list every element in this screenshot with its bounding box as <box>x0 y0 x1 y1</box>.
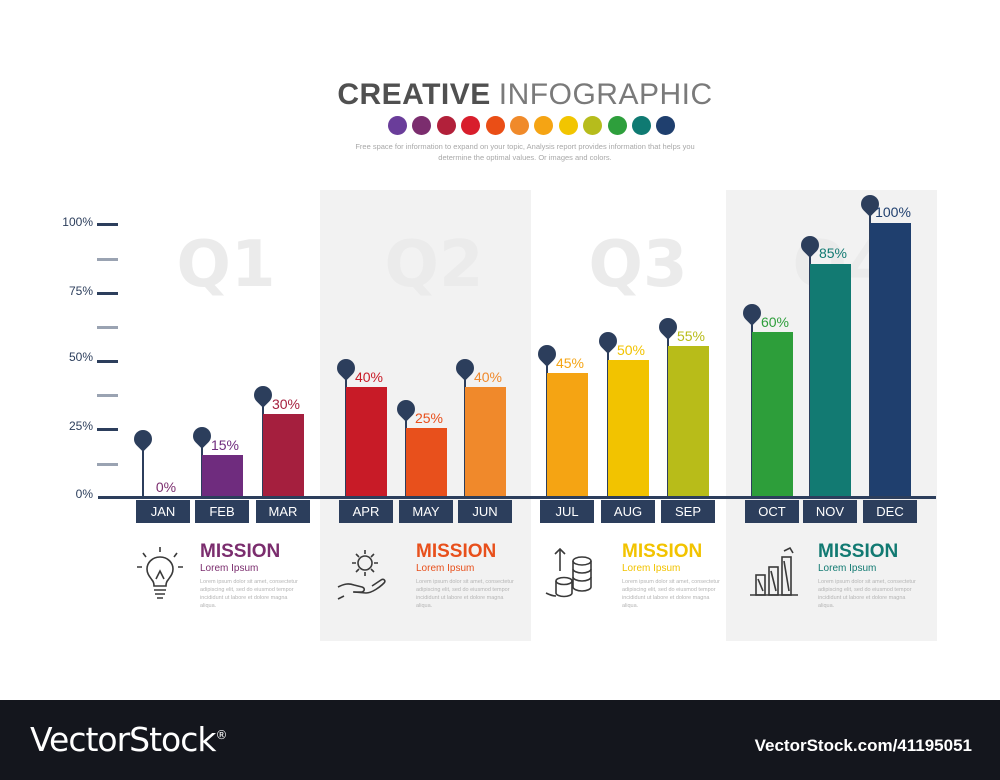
value-label-oct: 60% <box>750 314 800 330</box>
value-label-feb: 15% <box>200 437 250 453</box>
value-label-jan: 0% <box>141 479 191 495</box>
bar-mar <box>263 414 304 496</box>
y-tick-minor <box>97 326 118 329</box>
footer-bar: VectorStock® VectorStock.com/41195051 <box>0 700 1000 780</box>
bar-feb <box>202 455 243 496</box>
title-bold-part: CREATIVE <box>337 78 490 111</box>
title-light-part: INFOGRAPHIC <box>499 78 713 111</box>
coins-growth-icon <box>542 543 602 603</box>
month-label-may: MAY <box>399 500 453 523</box>
bar-may <box>406 428 447 496</box>
mission-subtitle-3: Lorem Ipsum <box>622 563 680 574</box>
color-dot-row <box>388 116 675 135</box>
bar-apr <box>346 387 387 496</box>
value-label-jun: 40% <box>463 369 513 385</box>
bar-sep <box>668 346 709 496</box>
y-tick-label-75: 75% <box>33 284 93 298</box>
month-label-oct: OCT <box>745 500 799 523</box>
value-label-apr: 40% <box>344 369 394 385</box>
y-tick-label-50: 50% <box>33 350 93 364</box>
mission-description-2: Lorem ipsum dolor sit amet, consectetur … <box>416 578 516 610</box>
bar-jul <box>547 373 588 496</box>
month-label-jan: JAN <box>136 500 190 523</box>
color-dot-1 <box>388 116 407 135</box>
value-label-may: 25% <box>404 410 454 426</box>
y-tick-minor <box>97 394 118 397</box>
quarter-label-q3: Q3 <box>578 228 698 302</box>
value-label-sep: 55% <box>666 328 716 344</box>
quarter-label-q1: Q1 <box>166 228 286 302</box>
y-tick-label-100: 100% <box>33 215 93 229</box>
y-tick-label-0: 0% <box>33 487 93 501</box>
mission-description-3: Lorem ipsum dolor sit amet, consectetur … <box>622 578 722 610</box>
y-tick-major-25 <box>97 428 118 431</box>
month-label-apr: APR <box>339 500 393 523</box>
color-dot-11 <box>632 116 651 135</box>
month-label-sep: SEP <box>661 500 715 523</box>
bar-pin-jan <box>130 426 155 451</box>
month-label-mar: MAR <box>256 500 310 523</box>
month-label-feb: FEB <box>195 500 249 523</box>
month-label-aug: AUG <box>601 500 655 523</box>
mission-subtitle-4: Lorem Ipsum <box>818 563 876 574</box>
color-dot-7 <box>534 116 553 135</box>
y-tick-label-25: 25% <box>33 419 93 433</box>
value-label-aug: 50% <box>606 342 656 358</box>
gear-hand-icon <box>332 543 392 603</box>
brand-registered-mark: ® <box>216 728 227 742</box>
value-label-mar: 30% <box>261 396 311 412</box>
color-dot-5 <box>486 116 505 135</box>
brand-name: VectorStock <box>30 720 216 759</box>
subtitle-text: Free space for information to expand on … <box>320 141 730 163</box>
subtitle-line-1: Free space for information to expand on … <box>320 141 730 152</box>
bar-oct <box>752 332 793 496</box>
mission-title-1: MISSION <box>200 541 280 563</box>
bar-dec <box>870 223 911 496</box>
color-dot-12 <box>656 116 675 135</box>
color-dot-3 <box>437 116 456 135</box>
mission-description-1: Lorem ipsum dolor sit amet, consectetur … <box>200 578 300 610</box>
quarter-label-q2: Q2 <box>374 228 494 302</box>
mission-title-2: MISSION <box>416 541 496 563</box>
month-label-dec: DEC <box>863 500 917 523</box>
y-tick-minor <box>97 258 118 261</box>
bar-nov <box>810 264 851 496</box>
mission-description-4: Lorem ipsum dolor sit amet, consectetur … <box>818 578 918 610</box>
y-tick-minor <box>97 463 118 466</box>
color-dot-8 <box>559 116 578 135</box>
page-title: CREATIVE INFOGRAPHIC <box>0 78 1000 112</box>
subtitle-line-2: determine the optimal values. Or images … <box>320 152 730 163</box>
value-label-jul: 45% <box>545 355 595 371</box>
mission-title-4: MISSION <box>818 541 898 563</box>
mission-title-3: MISSION <box>622 541 702 563</box>
bar-aug <box>608 360 649 497</box>
y-tick-major-50 <box>97 360 118 363</box>
color-dot-9 <box>583 116 602 135</box>
mission-subtitle-2: Lorem Ipsum <box>416 563 474 574</box>
value-label-nov: 85% <box>808 245 858 261</box>
chart-baseline <box>98 496 936 499</box>
mission-subtitle-1: Lorem Ipsum <box>200 563 258 574</box>
value-label-dec: 100% <box>868 204 918 220</box>
bar-chart-icon <box>744 543 804 603</box>
y-tick-major-100 <box>97 223 118 226</box>
month-label-jul: JUL <box>540 500 594 523</box>
lightbulb-icon <box>130 543 190 603</box>
color-dot-4 <box>461 116 480 135</box>
color-dot-2 <box>412 116 431 135</box>
month-label-jun: JUN <box>458 500 512 523</box>
color-dot-10 <box>608 116 627 135</box>
bar-jun <box>465 387 506 496</box>
color-dot-6 <box>510 116 529 135</box>
month-label-nov: NOV <box>803 500 857 523</box>
image-id-text[interactable]: VectorStock.com/41195051 <box>755 736 972 756</box>
y-tick-major-75 <box>97 292 118 295</box>
brand-logo: VectorStock® <box>30 720 227 759</box>
